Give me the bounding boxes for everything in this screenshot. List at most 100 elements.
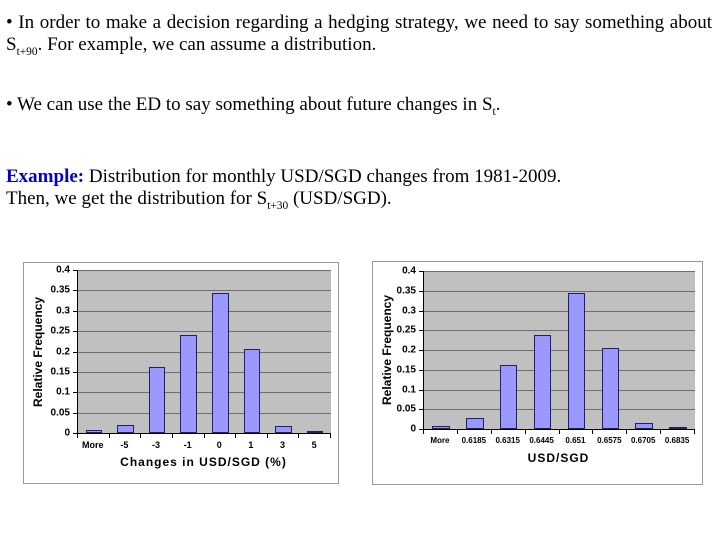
x-tick <box>330 434 331 438</box>
x-tick-label: 0.6705 <box>630 436 656 445</box>
y-tick <box>419 369 423 371</box>
y-tick-label: 0 <box>64 427 70 439</box>
gridline <box>78 310 331 312</box>
x-tick <box>660 430 662 434</box>
y-tick <box>73 412 77 414</box>
gridline <box>424 369 695 371</box>
bar-0 <box>212 293 229 433</box>
y-tick <box>73 331 77 333</box>
bullet1-text-end: . For example, we can assume a distribut… <box>37 34 377 55</box>
x-tick <box>558 430 560 434</box>
example-line1: Distribution for monthly USD/SGD changes… <box>84 166 562 187</box>
plot-area <box>77 270 331 434</box>
x-tick <box>423 430 424 434</box>
y-tick-label: 0.05 <box>396 403 416 415</box>
x-tick-label: More <box>82 440 104 450</box>
gridline <box>78 351 331 353</box>
y-tick <box>419 429 423 430</box>
y-tick <box>73 270 77 271</box>
bar-0.6705 <box>635 422 653 429</box>
histogram-usd-sgd-changes: 0.4 0.35 0.3 0.25 0.2 0.15 0.1 0.05 0 More -5 -3 -1 0… <box>23 262 339 484</box>
example-label: Example: <box>6 166 85 187</box>
y-tick-label: 0.25 <box>396 324 416 336</box>
y-tick-label: 0.1 <box>56 386 70 398</box>
bar-1 <box>243 349 261 433</box>
gridline <box>78 412 331 414</box>
x-tick-label: 0.6445 <box>529 436 554 445</box>
example-subscript: t+30 <box>267 199 289 212</box>
gridline <box>424 350 695 351</box>
gridline <box>78 331 331 333</box>
x-tick-label: -5 <box>120 440 129 450</box>
bullet-paragraph-hedging: • In order to make a decision regarding … <box>6 12 712 58</box>
y-tick <box>73 290 77 292</box>
bar-3 <box>275 425 292 433</box>
x-axis-title: Changes in USD/SGD (%) <box>120 455 287 469</box>
y-tick <box>73 310 77 312</box>
bullet1-subscript: t+90 <box>16 45 38 58</box>
y-axis-title: Relative Frequency <box>380 294 394 406</box>
y-tick-label: 0.15 <box>396 364 416 376</box>
bar-5 <box>306 430 324 433</box>
bar--5 <box>117 424 134 433</box>
y-tick <box>73 371 77 373</box>
x-tick-label: 0.6575 <box>597 436 622 445</box>
y-tick-label: 0.35 <box>50 284 70 296</box>
bullet2-text: • We can use the ED to say something abo… <box>6 94 493 115</box>
x-tick-label: -1 <box>183 440 192 450</box>
y-tick-label: 0.1 <box>402 384 416 395</box>
gridline <box>424 271 695 272</box>
x-tick <box>266 434 268 438</box>
y-tick <box>419 389 423 391</box>
bar-0.6445 <box>533 334 552 429</box>
x-tick <box>694 430 695 434</box>
x-tick <box>298 434 300 438</box>
x-tick-label: 3 <box>280 440 286 450</box>
bar-More <box>432 426 450 429</box>
gridline <box>78 392 331 394</box>
y-tick <box>419 330 423 332</box>
x-tick-label: 5 <box>311 440 317 450</box>
x-tick-label: -3 <box>152 440 161 450</box>
x-tick <box>626 430 628 434</box>
bullet2-text-end: . <box>495 94 501 115</box>
gridline <box>78 290 331 292</box>
y-tick-label: 0 <box>410 423 416 435</box>
y-tick-label: 0.2 <box>56 346 70 357</box>
text-block: • In order to make a decision regarding … <box>6 12 712 212</box>
x-tick <box>592 430 594 434</box>
bar-0.6185 <box>466 417 484 429</box>
y-tick-label: 0.4 <box>402 265 416 277</box>
y-tick <box>73 392 77 394</box>
bullet2-subscript: t <box>492 105 496 118</box>
gridline <box>424 409 695 411</box>
x-tick <box>235 434 237 438</box>
x-tick <box>490 430 492 434</box>
gridline <box>424 310 695 312</box>
bar-More <box>85 429 103 433</box>
x-tick <box>77 434 78 438</box>
x-tick <box>140 434 142 438</box>
histogram-usd-sgd-levels: 0.4 0.35 0.3 0.25 0.2 0.15 0.1 0.05 0 More 0.6185 0… <box>372 261 703 485</box>
bar-0.6835 <box>669 427 687 429</box>
bar-0.651 <box>567 292 586 429</box>
bullet1-text: • In order to make a decision regarding … <box>6 12 712 55</box>
y-tick-label: 0.05 <box>50 407 70 419</box>
bar-0.6315 <box>499 364 518 429</box>
y-tick-label: 0.35 <box>396 285 416 297</box>
gridline <box>78 371 331 373</box>
x-tick-label: 1 <box>248 440 254 450</box>
x-tick-label: 0.6185 <box>461 436 487 445</box>
y-tick <box>73 433 77 434</box>
y-tick-label: 0.3 <box>402 305 416 316</box>
y-tick-label: 0.4 <box>56 264 70 276</box>
x-tick-label: 0.6835 <box>664 436 690 445</box>
x-tick <box>203 434 205 438</box>
x-tick-label: More <box>430 436 450 445</box>
gridline <box>424 290 695 292</box>
y-tick <box>419 271 423 272</box>
y-tick <box>419 290 423 292</box>
y-tick-label: 0.2 <box>402 344 416 356</box>
x-tick <box>456 430 458 434</box>
